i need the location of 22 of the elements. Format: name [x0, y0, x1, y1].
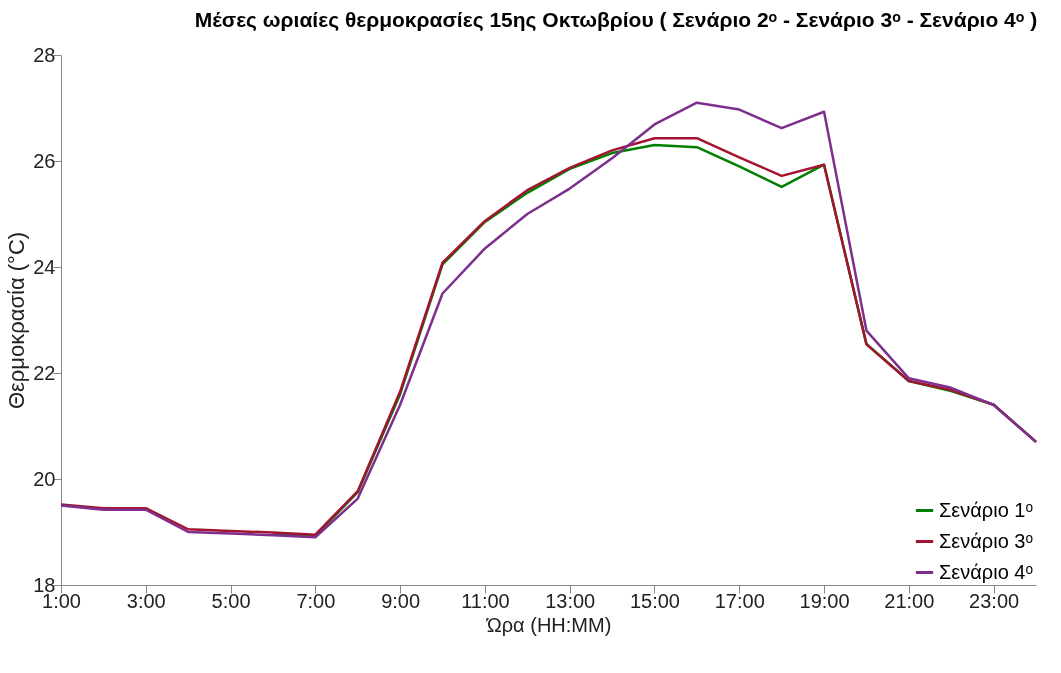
x-tick-label: 7:00 [296, 589, 336, 612]
x-tick-label: 17:00 [714, 589, 765, 612]
x-tick-label: 13:00 [545, 589, 596, 612]
x-tick-label: 19:00 [799, 589, 850, 612]
y-tick-label: 28 [33, 43, 56, 66]
legend-label: Σενάριο 3ᵒ [939, 529, 1034, 552]
y-tick-label: 20 [33, 467, 56, 490]
legend-label: Σενάριο 4ᵒ [939, 560, 1034, 583]
x-tick-label: 5:00 [211, 589, 251, 612]
y-tick-label: 22 [33, 361, 56, 384]
x-tick-label: 21:00 [884, 589, 935, 612]
x-tick-label: 9:00 [381, 589, 421, 612]
x-tick-label: 11:00 [461, 589, 510, 612]
y-axis-title: Θερμοκρασία (°C) [4, 231, 30, 410]
y-tick-label: 26 [33, 149, 56, 172]
chart-title: Μέσες ωριαίες θερμοκρασίες 15ης Οκτωβρίου ( Σενάριο 2ᵒ - Σενάριο 3ᵒ - Σενάριο 4ᵒ ) [194, 8, 1038, 32]
x-axis-title: Ώρα (HH:MM) [485, 613, 612, 636]
x-tick-label: 3:00 [126, 589, 166, 612]
legend-label: Σενάριο 1ᵒ [939, 498, 1034, 521]
x-tick-label: 23:00 [969, 589, 1020, 612]
x-tick-label: 15:00 [629, 589, 681, 612]
y-tick-label: 24 [33, 255, 56, 278]
